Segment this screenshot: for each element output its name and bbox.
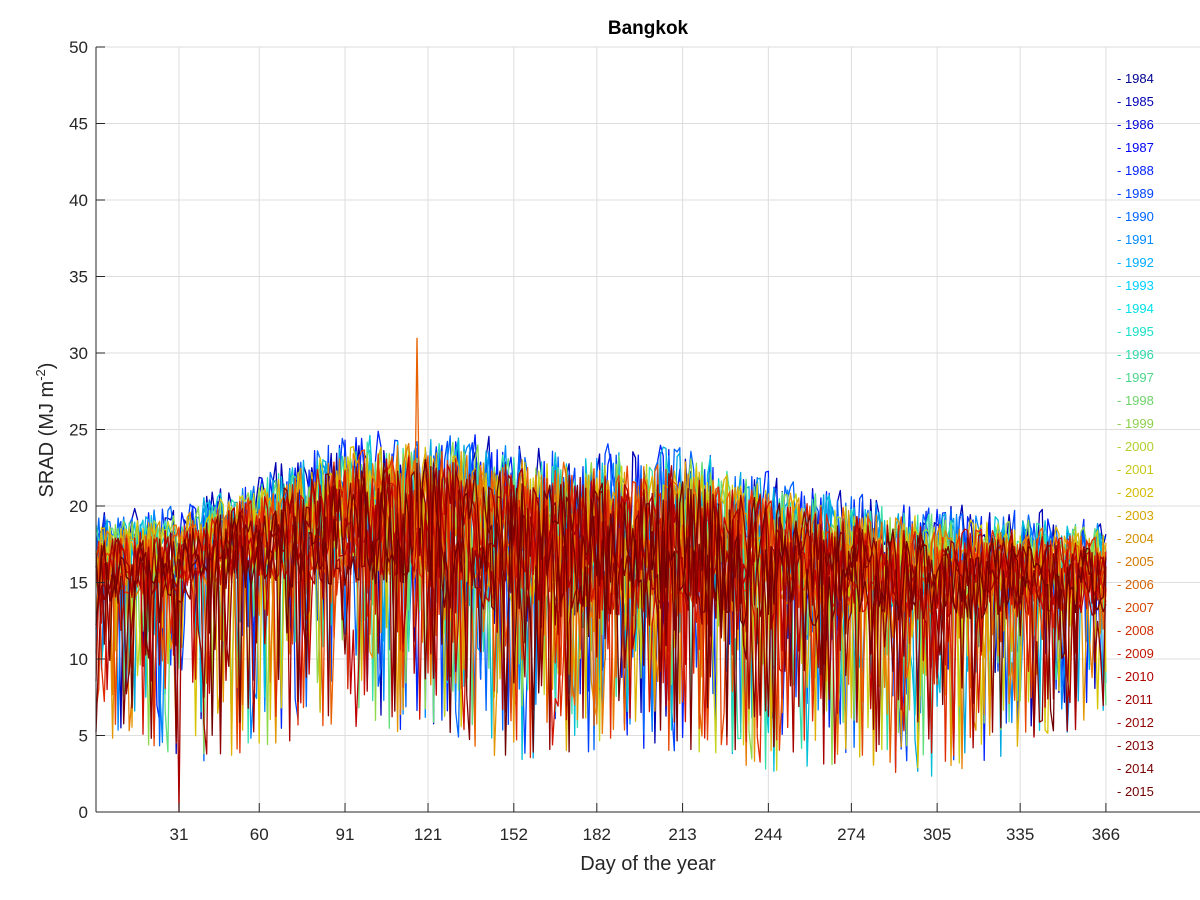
legend-entry: - 2005 bbox=[1117, 554, 1154, 569]
legend-entry: - 2011 bbox=[1117, 692, 1153, 707]
x-tick-label: 274 bbox=[837, 825, 865, 844]
legend-entry: - 1997 bbox=[1117, 370, 1154, 385]
extreme-value-line bbox=[413, 337, 421, 559]
x-tick-label: 305 bbox=[923, 825, 951, 844]
legend-entry: - 1991 bbox=[1117, 232, 1154, 247]
axes: 31 60 91 121 152 182 213 244 274 305 335 366 0 5 10 15 2… bbox=[69, 38, 1200, 844]
legend-entry: - 2007 bbox=[1117, 600, 1154, 615]
legend-entry: - 1999 bbox=[1117, 416, 1154, 431]
y-axis-title-superscript: -2 bbox=[33, 369, 48, 381]
legend-entry: - 2010 bbox=[1117, 669, 1154, 684]
x-tick-label: 244 bbox=[754, 825, 782, 844]
legend-entry: - 2003 bbox=[1117, 508, 1154, 523]
y-tick-label: 5 bbox=[79, 727, 88, 746]
x-tick-label: 335 bbox=[1006, 825, 1034, 844]
series-line bbox=[95, 469, 1107, 751]
y-tick-label: 45 bbox=[69, 115, 88, 134]
legend-entry: - 2012 bbox=[1117, 715, 1154, 730]
y-tick-label: 0 bbox=[79, 803, 88, 822]
series-lines bbox=[95, 337, 1107, 813]
x-tick-label: 121 bbox=[414, 825, 442, 844]
legend-entry: - 2004 bbox=[1117, 531, 1154, 546]
legend-entry: - 1989 bbox=[1117, 186, 1154, 201]
legend-entry: - 1996 bbox=[1117, 347, 1154, 362]
legend-entry: - 2006 bbox=[1117, 577, 1154, 592]
y-axis-title: SRAD (MJ m-2) bbox=[33, 363, 58, 498]
legend-entry: - 1987 bbox=[1117, 140, 1154, 155]
plot-area: 31 60 91 121 152 182 213 244 274 305 335 366 0 5 10 15 2… bbox=[69, 38, 1200, 844]
legend-entry: - 1990 bbox=[1117, 209, 1154, 224]
legend-entry: - 1994 bbox=[1117, 301, 1154, 316]
x-tick-label: 213 bbox=[668, 825, 696, 844]
legend-entry: - 2013 bbox=[1117, 738, 1154, 753]
y-axis-title-close: ) bbox=[36, 363, 58, 370]
legend-entry: - 1986 bbox=[1117, 117, 1154, 132]
legend-entry: - 1995 bbox=[1117, 324, 1154, 339]
y-tick-label: 35 bbox=[69, 268, 88, 287]
x-tick-label: 60 bbox=[250, 825, 269, 844]
y-tick-label: 25 bbox=[69, 421, 88, 440]
legend-entry: - 2002 bbox=[1117, 485, 1154, 500]
legend-entry: - 2014 bbox=[1117, 761, 1154, 776]
legend-entry: - 2000 bbox=[1117, 439, 1154, 454]
legend: - 1984 - 1985 - 1986 - 1987 - 1988 - 1989 - 19… bbox=[1117, 71, 1154, 799]
legend-entry: - 2001 bbox=[1117, 462, 1154, 477]
legend-entry: - 1984 bbox=[1117, 71, 1154, 86]
y-tick-label: 15 bbox=[69, 574, 88, 593]
legend-entry: - 2008 bbox=[1117, 623, 1154, 638]
chart-title: Bangkok bbox=[608, 18, 689, 39]
x-tick-label: 152 bbox=[500, 825, 528, 844]
y-tick-label: 20 bbox=[69, 497, 88, 516]
legend-entry: - 1988 bbox=[1117, 163, 1154, 178]
x-tick-label: 182 bbox=[583, 825, 611, 844]
series-line bbox=[95, 458, 1107, 756]
y-axis-title-main: SRAD (MJ m bbox=[36, 381, 58, 498]
legend-entry: - 2009 bbox=[1117, 646, 1154, 661]
legend-entry: - 1985 bbox=[1117, 94, 1154, 109]
x-tick-label: 91 bbox=[336, 825, 355, 844]
y-tick-label: 30 bbox=[69, 344, 88, 363]
y-tick-label: 10 bbox=[69, 650, 88, 669]
x-tick-label: 31 bbox=[170, 825, 189, 844]
y-tick-label: 50 bbox=[69, 38, 88, 57]
legend-entry: - 1992 bbox=[1117, 255, 1154, 270]
legend-entry: - 1998 bbox=[1117, 393, 1154, 408]
y-tick-label: 40 bbox=[69, 191, 88, 210]
legend-entry: - 2015 bbox=[1117, 784, 1154, 799]
legend-entry: - 1993 bbox=[1117, 278, 1154, 293]
x-axis-title: Day of the year bbox=[580, 853, 716, 875]
x-tick-label: 366 bbox=[1092, 825, 1120, 844]
